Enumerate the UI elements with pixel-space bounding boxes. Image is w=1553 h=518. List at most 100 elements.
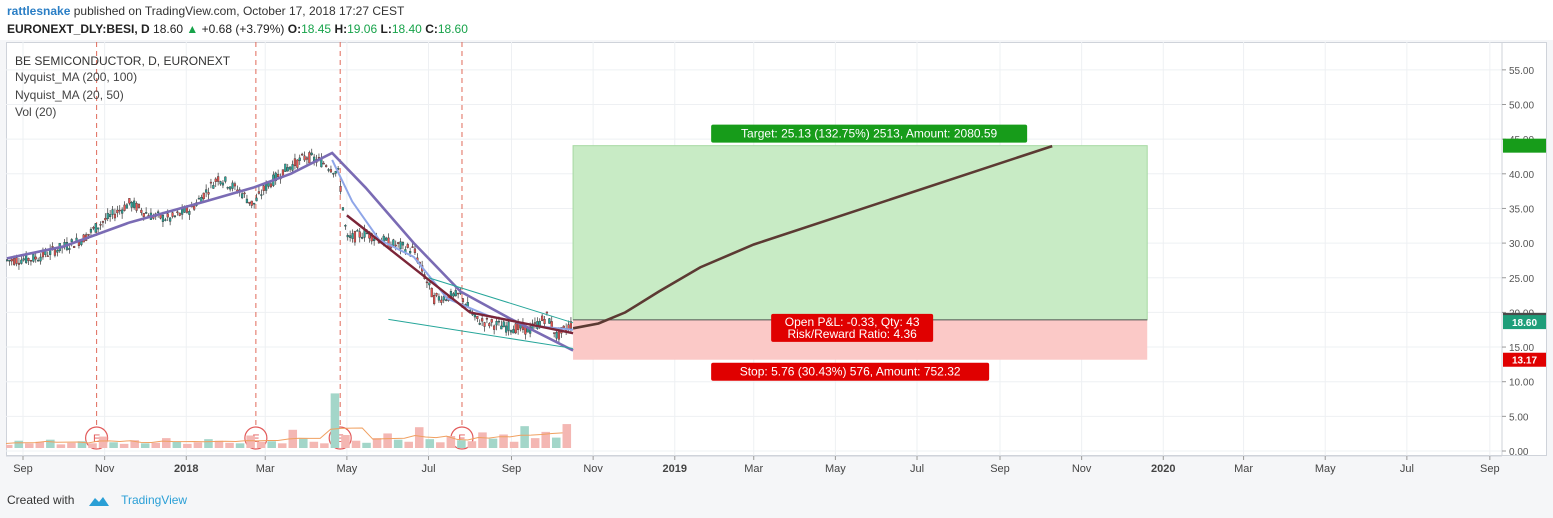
candle-body — [226, 187, 229, 189]
candle-body — [164, 219, 167, 221]
price-axis-label: 15.00 — [1509, 343, 1534, 354]
candle-body — [488, 323, 491, 327]
legend-ma-fast[interactable]: Nyquist_MA (20, 50) — [15, 88, 124, 102]
candle-body — [243, 192, 246, 195]
candle-body — [327, 169, 330, 171]
candle-body — [113, 213, 117, 219]
high-value: 19.06 — [347, 22, 378, 36]
candle-body — [205, 189, 208, 193]
volume-bar — [193, 442, 203, 448]
candle-body — [541, 315, 544, 321]
chart-header: rattlesnake published on TradingView.com… — [0, 0, 1553, 40]
candle-body — [310, 152, 313, 155]
time-axis-label: Nov — [95, 463, 115, 475]
candle-body — [301, 153, 304, 156]
candle-body — [286, 167, 289, 172]
candle-body — [555, 332, 558, 339]
candle-body — [20, 259, 23, 264]
high-label: H: — [334, 22, 348, 36]
volume-bar — [46, 439, 55, 448]
time-axis-label: May — [1315, 463, 1336, 475]
legend-volume[interactable]: Vol (20) — [15, 105, 57, 119]
volume-bar — [183, 443, 192, 448]
pnl-label-text: Open P&L: -0.33, Qty: 43 — [785, 315, 920, 329]
candle-body — [13, 257, 16, 265]
volume-bar — [98, 436, 108, 448]
channel-upper-line — [428, 277, 574, 324]
price-chart[interactable]: E E E E Target: 25.13 (132.75%) 2513, Amount… — [6, 42, 1547, 478]
candle-body — [221, 182, 225, 186]
volume-bar — [425, 439, 435, 448]
volume-bar — [162, 438, 171, 448]
candle-body — [70, 239, 73, 242]
volume-bar — [25, 443, 34, 448]
volume-ma-line — [6, 427, 563, 445]
candle-body — [349, 235, 352, 238]
candle-body — [505, 325, 508, 333]
candle-body — [145, 212, 148, 214]
target-zone — [572, 145, 1148, 321]
price-axis-label: 5.00 — [1509, 412, 1529, 423]
legend-ma-slow[interactable]: Nyquist_MA (200, 100) — [15, 70, 138, 84]
time-axis-label: Mar — [1234, 463, 1253, 475]
volume-bar — [341, 435, 350, 448]
candle-body — [533, 322, 537, 324]
up-arrow-icon: ▲ — [186, 22, 199, 36]
open-value: 18.45 — [301, 22, 332, 36]
candle-body — [176, 211, 179, 213]
candle-body — [140, 209, 143, 213]
candle-body — [385, 237, 388, 241]
candle-body — [51, 246, 54, 248]
candle-body — [6, 259, 9, 261]
candle-body — [73, 246, 76, 248]
tradingview-brand[interactable]: TradingView — [121, 493, 188, 507]
candle-body — [8, 259, 11, 262]
candle-body — [97, 227, 100, 230]
candle-body — [399, 241, 402, 250]
candle-body — [32, 254, 35, 262]
candle-body — [553, 332, 556, 334]
volume-bar — [109, 442, 118, 448]
candle-body — [257, 191, 261, 194]
volume-bar — [330, 393, 340, 448]
candle-body — [212, 185, 215, 189]
time-axis-label: Nov — [1072, 463, 1092, 475]
price-axis-label: 40.00 — [1509, 170, 1534, 181]
candle-body — [397, 242, 400, 244]
candle-body — [361, 236, 364, 239]
candle-body — [99, 224, 102, 226]
candle-body — [207, 192, 210, 195]
candle-body — [545, 311, 549, 314]
candle-body — [17, 262, 21, 265]
candle-body — [296, 159, 299, 168]
candle-body — [133, 200, 136, 208]
downtrend-line — [346, 214, 574, 335]
price-axis-label: 50.00 — [1509, 101, 1534, 112]
target-label-text: Target: 25.13 (132.75%) 2513, Amount: 20… — [741, 127, 998, 141]
candle-body — [413, 248, 417, 253]
time-axis-label: May — [336, 463, 357, 475]
time-axis-label: Jul — [421, 463, 435, 475]
candle-body — [171, 212, 174, 217]
candle-body — [430, 287, 433, 298]
price-axis-label: 25.00 — [1509, 274, 1534, 285]
candle-body — [457, 292, 460, 295]
volume-bar — [551, 437, 561, 448]
candle-body — [39, 256, 42, 262]
candle-body — [15, 257, 18, 264]
candle-body — [277, 174, 280, 178]
candle-body — [173, 215, 177, 218]
candle-body — [121, 209, 124, 214]
candle-body — [68, 248, 71, 250]
price-axis-label: 0.00 — [1509, 447, 1529, 458]
author-link[interactable]: rattlesnake — [7, 4, 71, 18]
volume-bar — [457, 440, 466, 448]
candle-body — [483, 322, 486, 327]
candle-body — [500, 325, 503, 330]
volume-bar — [277, 443, 287, 448]
candle-body — [485, 317, 489, 320]
candle-body — [29, 260, 33, 262]
stop-label — [711, 362, 990, 381]
candle-body — [135, 203, 138, 211]
candle-body — [303, 155, 306, 161]
